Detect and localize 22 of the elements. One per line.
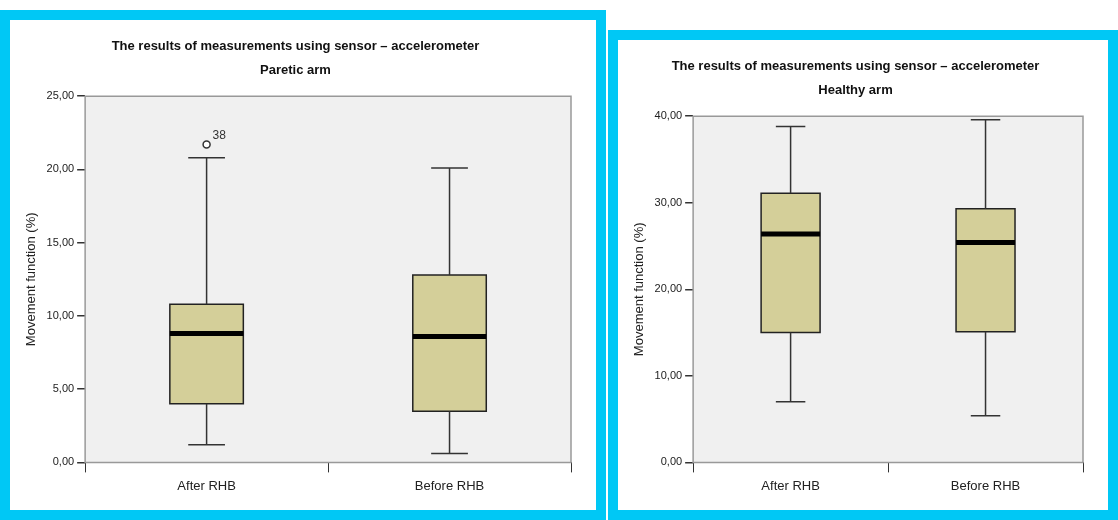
y-tick-label: 10,00	[654, 368, 683, 381]
x-tick-label: After RHB	[177, 477, 236, 493]
chart-subtitle: Healthy arm	[818, 81, 893, 97]
x-tick-label: Before RHB	[950, 477, 1021, 493]
y-tick-label: 25,00	[46, 89, 75, 102]
y-tick-label: 0,00	[660, 455, 683, 468]
x-tick-label: After RHB	[761, 477, 820, 493]
y-tick-label: 20,00	[654, 282, 683, 295]
annotation: 38	[212, 127, 227, 142]
chart-subtitle: Paretic arm	[260, 61, 331, 77]
y-tick-label: 40,00	[654, 109, 683, 122]
chart-title: The results of measurements using sensor – accelerometer	[111, 38, 480, 54]
y-tick-label: 5,00	[52, 382, 75, 395]
y-tick-label: 10,00	[46, 308, 75, 321]
chart-title: The results of measurements using sensor – accelerometer	[671, 58, 1040, 74]
x-tick-label: Before RHB	[414, 477, 485, 493]
y-tick-label: 0,00	[52, 455, 75, 468]
y-tick-label: 30,00	[654, 195, 683, 208]
y-axis-title: Movement function (%)	[23, 212, 39, 347]
y-axis-title: Movement function (%)	[631, 222, 647, 357]
y-tick-label: 20,00	[46, 162, 75, 175]
y-tick-label: 15,00	[46, 235, 75, 248]
